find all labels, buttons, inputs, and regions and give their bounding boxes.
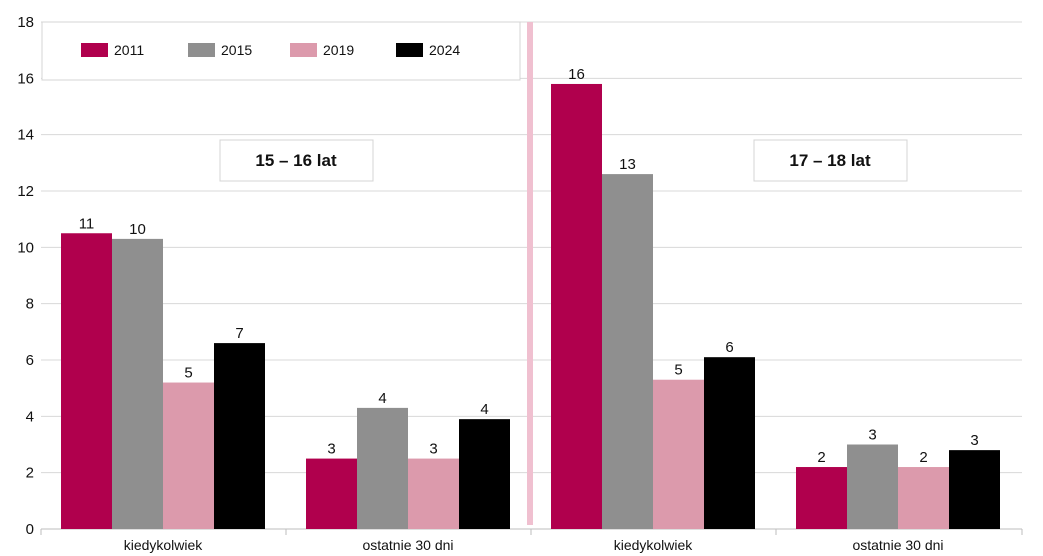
x-category-label: ostatnie 30 dni <box>362 537 453 553</box>
bar-2019 <box>163 382 214 529</box>
data-label: 3 <box>429 441 437 458</box>
y-tick-label: 2 <box>26 465 34 482</box>
bar-2011 <box>61 233 112 529</box>
y-tick-label: 4 <box>26 408 34 425</box>
legend-swatch-2015 <box>188 43 215 57</box>
legend-box <box>41 21 521 81</box>
data-label: 11 <box>79 215 95 232</box>
data-label: 2 <box>919 449 927 466</box>
data-label: 3 <box>970 432 978 449</box>
panel-divider <box>527 22 533 525</box>
x-category-label: ostatnie 30 dni <box>852 537 943 553</box>
legend-label: 2019 <box>323 42 354 58</box>
legend-swatch-2024 <box>396 43 423 57</box>
data-label: 3 <box>327 441 335 458</box>
x-category-label: kiedykolwiek <box>124 537 204 553</box>
data-label: 4 <box>480 401 488 418</box>
y-tick-label: 6 <box>26 352 34 369</box>
data-label: 3 <box>868 427 876 444</box>
data-label: 5 <box>184 365 192 382</box>
legend-swatch-2011 <box>81 43 108 57</box>
data-label: 4 <box>378 390 386 407</box>
bar-2015 <box>357 407 408 529</box>
legend-label: 2011 <box>114 42 144 58</box>
bar-2015 <box>112 238 163 529</box>
bar-2024 <box>214 343 265 529</box>
panel-label-box <box>753 139 908 182</box>
panel-label: 17 – 18 lat <box>789 151 871 170</box>
data-label: 16 <box>568 66 585 83</box>
legend-label: 2024 <box>429 42 460 58</box>
bar-2015 <box>602 174 653 529</box>
data-label: 5 <box>674 362 682 379</box>
y-tick-label: 12 <box>17 183 34 200</box>
y-tick-label: 8 <box>26 296 34 313</box>
bar-2011 <box>551 83 602 529</box>
x-category-label: kiedykolwiek <box>614 537 694 553</box>
legend-swatch-2019 <box>290 43 317 57</box>
data-label: 7 <box>235 325 243 342</box>
y-tick-label: 14 <box>17 127 34 144</box>
panel-label-box <box>219 139 374 182</box>
y-tick-label: 18 <box>17 14 34 31</box>
bar-2019 <box>408 458 459 529</box>
data-label: 13 <box>619 156 636 173</box>
bar-2019 <box>898 467 949 529</box>
bar-2024 <box>949 450 1000 529</box>
bar-2011 <box>796 467 847 529</box>
bar-2015 <box>847 444 898 529</box>
bar-2024 <box>459 419 510 529</box>
data-label: 10 <box>129 221 146 238</box>
bar-2011 <box>306 458 357 529</box>
bar-2024 <box>704 357 755 529</box>
y-tick-label: 16 <box>17 70 34 87</box>
bar-2019 <box>653 379 704 529</box>
data-label: 6 <box>725 339 733 356</box>
y-tick-label: 10 <box>17 239 34 256</box>
data-label: 2 <box>817 449 825 466</box>
y-tick-label: 0 <box>26 521 34 538</box>
panel-label: 15 – 16 lat <box>255 151 337 170</box>
legend-label: 2015 <box>221 42 252 58</box>
